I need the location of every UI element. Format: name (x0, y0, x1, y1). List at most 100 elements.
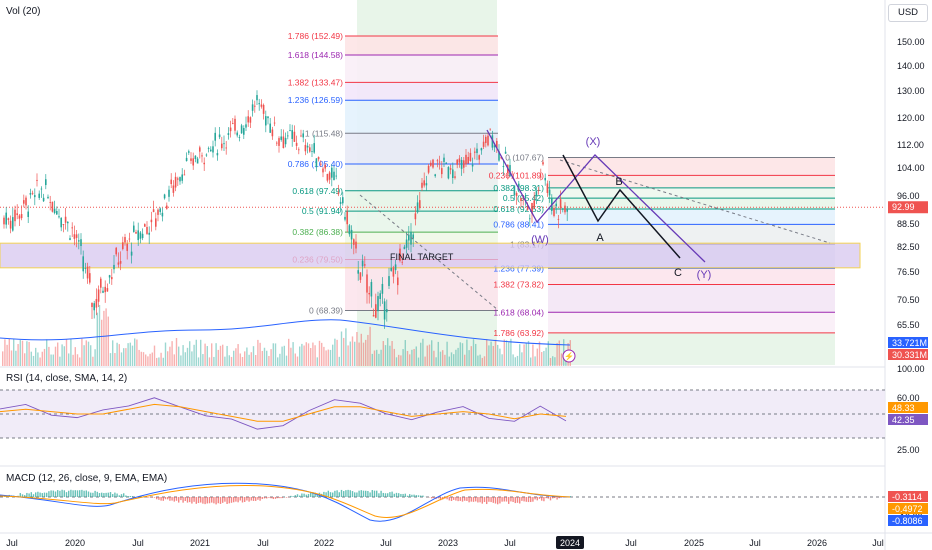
fib-left-label: 1.618 (144.58) (288, 50, 343, 60)
price-axis-tick: 130.00 (897, 86, 925, 96)
volume-bar (534, 356, 536, 366)
volume-bar (376, 349, 378, 366)
macd-hist-bar (98, 493, 101, 497)
macd-hist-bar (448, 497, 450, 501)
candle-body (504, 151, 507, 154)
time-axis-tick: Jul (872, 538, 884, 548)
macd-hist-bar (453, 497, 455, 500)
macd-hist-bar (459, 497, 461, 501)
volume-indicator-label[interactable]: Vol (20) (6, 6, 41, 17)
macd-hist-bar (255, 497, 257, 501)
volume-bar (439, 351, 442, 366)
candle-body (337, 192, 340, 195)
volume-bar (204, 343, 206, 366)
currency-button[interactable]: USD (888, 4, 928, 22)
volume-bar (358, 342, 360, 366)
volume-bar (101, 319, 103, 366)
macd-hist-bar (261, 497, 263, 500)
volume-bar (136, 339, 138, 366)
volume-bar (79, 357, 81, 366)
candle-body (247, 116, 249, 123)
candle-body (328, 172, 331, 180)
candle-body (315, 158, 318, 168)
volume-bar (151, 352, 153, 366)
candle-body (535, 191, 538, 196)
candle-body (49, 202, 51, 203)
macd-indicator-label[interactable]: MACD (12, 26, close, 9, EMA, EMA) (6, 473, 168, 484)
rsi-indicator-label[interactable]: RSI (14, close, SMA, 14, 2) (6, 373, 128, 384)
volume-bar (200, 339, 202, 366)
volume-bar (228, 355, 230, 366)
macd-hist-bar (406, 495, 409, 497)
fib-left-zone (345, 211, 498, 233)
candle-body (280, 136, 282, 140)
macd-hist-bar (376, 490, 378, 497)
candle-body (324, 164, 326, 169)
volume-bar (274, 343, 277, 366)
fib-left-label: 1.382 (133.47) (288, 77, 343, 87)
volume-bar (296, 356, 299, 366)
candle-body (520, 198, 522, 201)
candle-body (390, 267, 392, 271)
macd-hist-bar (384, 493, 387, 497)
candle-body (47, 196, 49, 199)
candle-body (447, 167, 450, 179)
candle-body (188, 151, 190, 153)
volume-bar (6, 344, 8, 366)
volume-bar (195, 339, 197, 366)
macd-hist-bar (481, 497, 483, 504)
volume-bar (63, 346, 65, 366)
volume-bar (167, 351, 169, 366)
macd-hist-bar (156, 497, 158, 500)
candle-body (421, 182, 423, 188)
macd-hist-bar (472, 497, 475, 502)
macd-hist-bar (299, 495, 301, 497)
wave-x-label: (X) (586, 136, 601, 148)
macd-hist-bar (510, 497, 512, 502)
candle-body (192, 158, 194, 166)
candle-body (555, 203, 557, 207)
candle-body (368, 293, 370, 295)
candle-body (86, 266, 89, 279)
volume-bar (76, 354, 79, 366)
volume-bar (46, 339, 48, 366)
candle-body (304, 144, 307, 152)
volume-bar (145, 354, 147, 366)
candle-body (436, 160, 439, 162)
volume-bar (244, 351, 246, 366)
macd-hist-bar (28, 493, 30, 497)
volume-bar (305, 342, 307, 366)
macd-hist-bar (332, 492, 334, 497)
macd-hist-bar (158, 497, 160, 500)
volume-bar (351, 336, 354, 366)
macd-hist-bar (263, 497, 266, 499)
candle-body (130, 251, 133, 256)
macd-hist-bar (21, 494, 24, 497)
macd-hist-bar (558, 497, 560, 499)
macd-hist-bar (290, 495, 292, 497)
candle-body (144, 224, 146, 227)
macd-tag-2 (888, 503, 928, 514)
volume-bar (252, 346, 255, 366)
macd-hist-bar (349, 490, 351, 497)
macd-hist-bar (189, 497, 191, 503)
candle-body (531, 203, 533, 214)
fib-left-zone (345, 100, 498, 134)
volume-bar (241, 356, 244, 366)
volume-bar (180, 355, 182, 366)
volume-bar (437, 341, 439, 366)
macd-hist-bar (505, 497, 508, 502)
macd-hist-bar (87, 491, 90, 497)
candle-body (458, 158, 461, 163)
candle-body (469, 152, 472, 161)
candle-body (392, 267, 395, 277)
volume-bar (552, 356, 554, 366)
macd-hist-bar (413, 494, 415, 497)
candle-body (42, 197, 45, 202)
macd-hist-bar (54, 491, 57, 497)
volume-bar (327, 349, 329, 366)
candle-body (271, 129, 274, 137)
candle-body (194, 155, 197, 160)
volume-bar (186, 347, 189, 366)
macd-hist-bar (237, 497, 239, 503)
